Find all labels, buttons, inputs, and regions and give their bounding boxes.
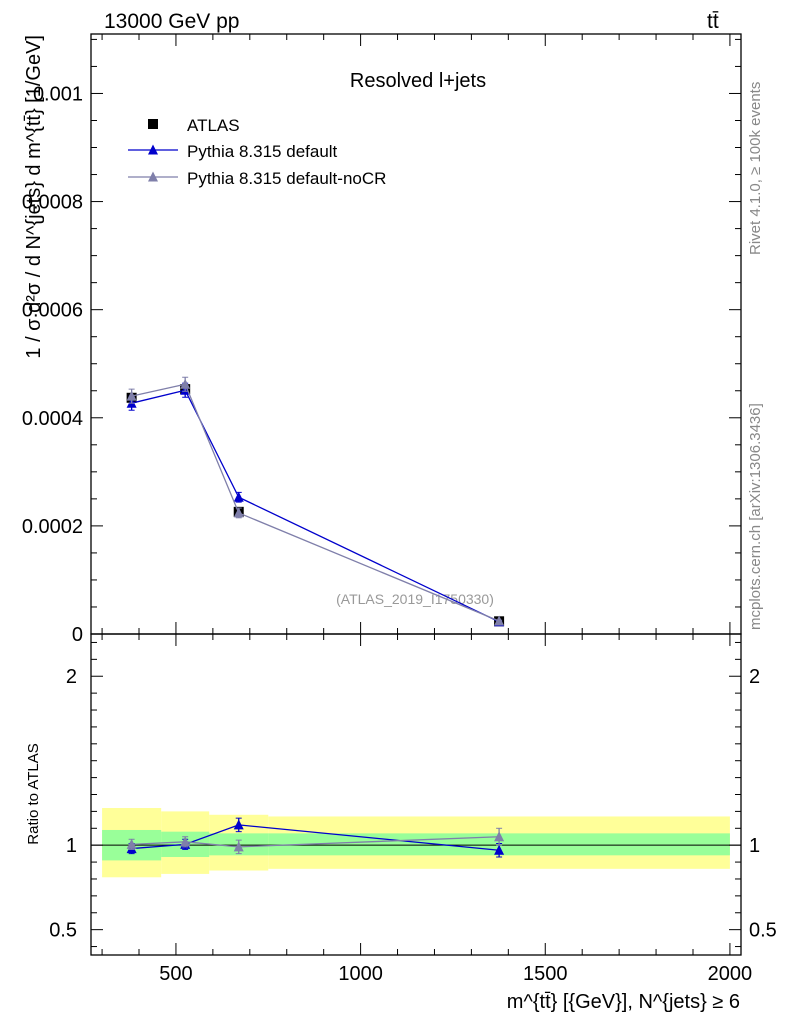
x-tick-label: 2000 <box>708 963 753 985</box>
pythia-default-line <box>131 389 500 623</box>
energy-label: 13000 GeV pp <box>104 10 240 33</box>
x-tick-label: 1500 <box>523 963 568 985</box>
pythia-nocr-line <box>131 383 500 622</box>
analysis-watermark: (ATLAS_2019_I1750330) <box>336 591 494 607</box>
pythia-default-ratio-point <box>233 819 244 830</box>
legend-default-label: Pythia 8.315 default <box>187 142 338 161</box>
y-tick-label: 0.001 <box>33 83 83 105</box>
pythia-default-ratio-point <box>494 844 505 855</box>
y-tick-label: 0.0006 <box>22 300 83 322</box>
pythia-nocr-point <box>180 378 191 389</box>
ratio-y-tick-label: 0.5 <box>49 920 77 942</box>
ratio-y-tick-label-right: 0.5 <box>749 920 777 942</box>
ratio-y-tick-label: 1 <box>66 835 77 857</box>
pythia-nocr-ratio-point <box>126 838 137 849</box>
pythia-nocr-point <box>126 390 137 401</box>
ratio-plot-frame <box>90 633 742 956</box>
y-tick-label: 0.0002 <box>22 516 83 538</box>
legend-nocr-label: Pythia 8.315 default-noCR <box>187 169 386 188</box>
process-label: tt̄ <box>707 10 719 33</box>
x-tick-label: 500 <box>159 963 192 985</box>
rivet-label: Rivet 4.1.0, ≥ 100k events <box>747 81 764 255</box>
mcplots-label: mcplots.cern.ch [arXiv:1306.3436] <box>747 403 764 630</box>
ratio-y-tick-label-right: 1 <box>749 835 760 857</box>
x-axis-label: m^{tt̄} [{GeV}], N^{jets} ≥ 6 <box>507 991 740 1013</box>
ratio-y-tick-label-right: 2 <box>749 666 760 688</box>
pythia-default-point <box>233 491 244 502</box>
pythia-default-ratio-line <box>131 824 500 851</box>
pythia-nocr-point <box>494 615 505 626</box>
y-axis-label: 1 / σ d²σ / d N^{jets} d m^{tt̄} [1/GeV] <box>23 35 45 359</box>
chart-title: Resolved l+jets <box>350 70 486 92</box>
legend-default-marker <box>148 144 158 155</box>
pythia-nocr-ratio-point <box>233 841 244 852</box>
pythia-nocr-ratio-point <box>494 831 505 842</box>
ratio-y-tick-label: 2 <box>66 666 77 688</box>
y-tick-label: 0.0008 <box>22 192 83 214</box>
x-tick-label: 1000 <box>338 963 383 985</box>
legend-nocr-marker <box>148 171 158 182</box>
y-tick-label: 0.0004 <box>22 408 83 430</box>
pythia-nocr-point <box>233 507 244 518</box>
pythia-nocr-ratio-point <box>180 836 191 847</box>
pythia-nocr-ratio-line <box>131 836 500 848</box>
y-tick-label: 0 <box>72 624 83 646</box>
ratio-y-axis-label: Ratio to ATLAS <box>25 743 42 844</box>
legend-atlas-label: ATLAS <box>187 116 240 135</box>
legend-atlas-marker <box>148 119 158 129</box>
